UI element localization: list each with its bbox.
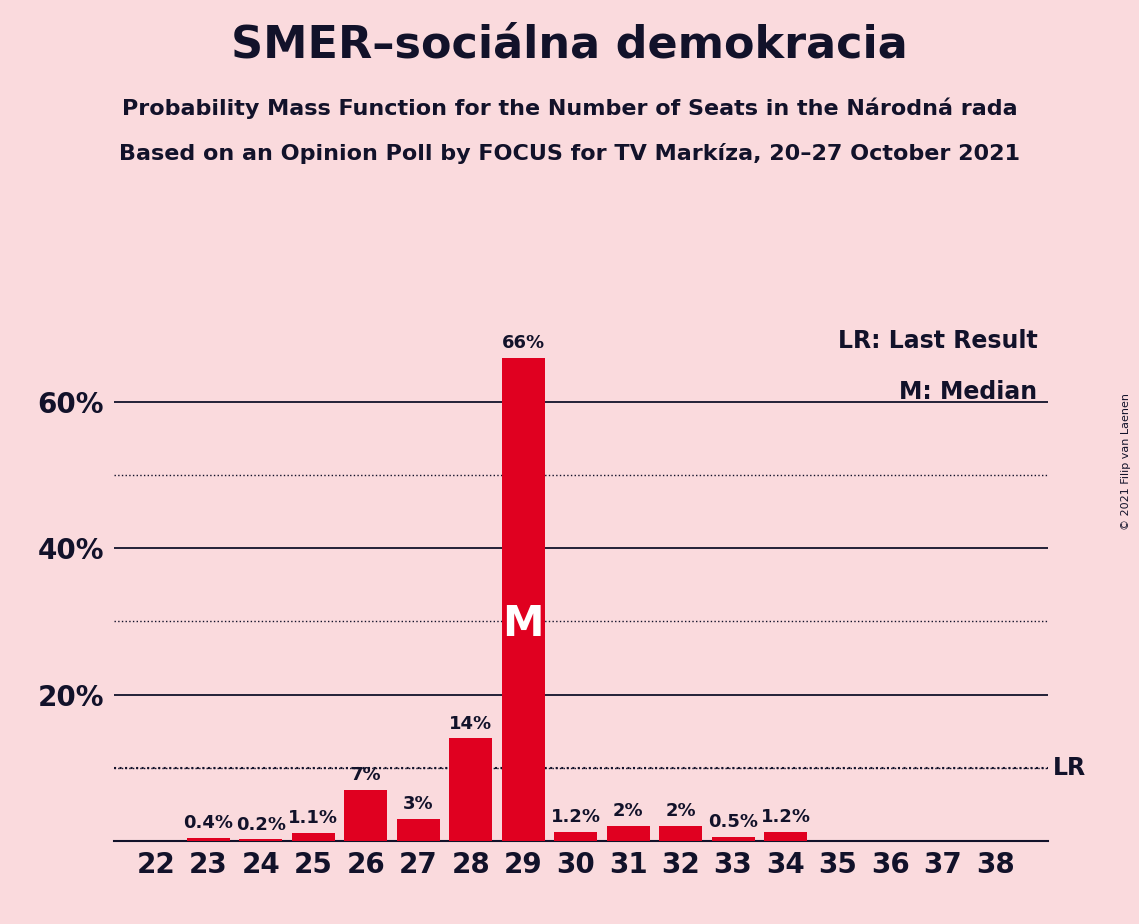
Text: M: Median: M: Median bbox=[900, 380, 1038, 404]
Text: 3%: 3% bbox=[403, 795, 434, 813]
Bar bbox=[449, 738, 492, 841]
Text: © 2021 Filip van Laenen: © 2021 Filip van Laenen bbox=[1121, 394, 1131, 530]
Bar bbox=[344, 790, 387, 841]
Text: 0.4%: 0.4% bbox=[183, 814, 233, 832]
Text: 2%: 2% bbox=[613, 802, 644, 821]
Bar bbox=[764, 832, 808, 841]
Bar bbox=[659, 826, 702, 841]
Bar bbox=[239, 839, 282, 841]
Bar bbox=[712, 837, 754, 841]
Bar bbox=[187, 838, 230, 841]
Text: 1.2%: 1.2% bbox=[761, 808, 811, 826]
Text: 0.2%: 0.2% bbox=[236, 816, 286, 833]
Bar bbox=[607, 826, 649, 841]
Bar bbox=[501, 359, 544, 841]
Bar bbox=[396, 819, 440, 841]
Text: 66%: 66% bbox=[501, 334, 544, 352]
Text: 0.5%: 0.5% bbox=[708, 813, 759, 832]
Text: LR: LR bbox=[1054, 756, 1087, 780]
Text: 7%: 7% bbox=[351, 766, 382, 784]
Bar bbox=[292, 833, 335, 841]
Text: Based on an Opinion Poll by FOCUS for TV Markíza, 20–27 October 2021: Based on an Opinion Poll by FOCUS for TV… bbox=[118, 143, 1021, 164]
Text: LR: Last Result: LR: Last Result bbox=[837, 329, 1038, 353]
Text: 1.2%: 1.2% bbox=[550, 808, 600, 826]
Text: Probability Mass Function for the Number of Seats in the Národná rada: Probability Mass Function for the Number… bbox=[122, 97, 1017, 118]
Bar bbox=[555, 832, 597, 841]
Text: 2%: 2% bbox=[665, 802, 696, 821]
Text: SMER–sociálna demokracia: SMER–sociálna demokracia bbox=[231, 23, 908, 67]
Text: 14%: 14% bbox=[449, 714, 492, 733]
Text: M: M bbox=[502, 602, 544, 645]
Text: 1.1%: 1.1% bbox=[288, 808, 338, 827]
